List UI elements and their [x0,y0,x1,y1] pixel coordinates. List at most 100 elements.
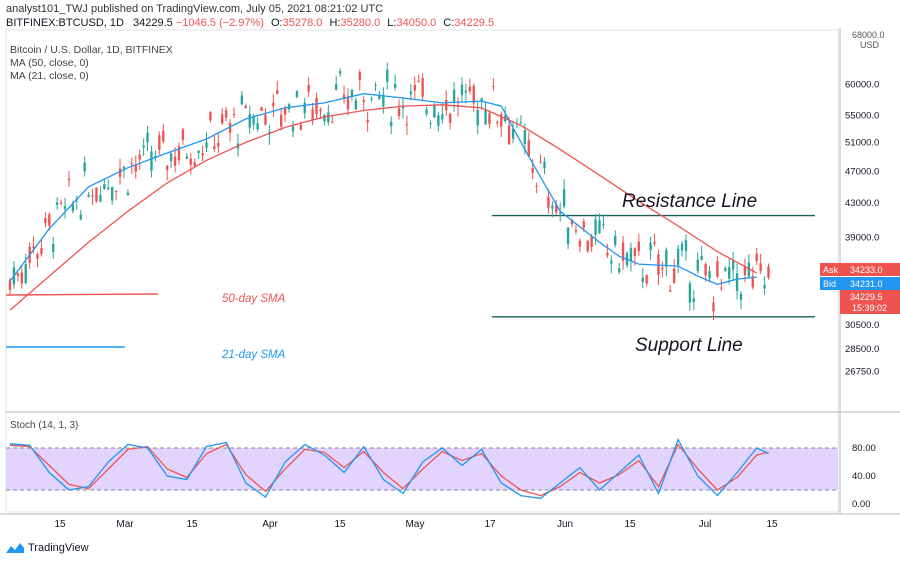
candle-body [107,187,110,190]
candle-body [346,96,350,110]
time-tick-label: Apr [262,519,278,530]
candle-body [397,107,401,117]
candle-body [492,86,495,88]
candle-body [87,194,90,197]
close-value: 34229.5 [454,17,495,29]
candle-body [712,302,715,312]
candle-body [158,135,161,150]
candle-body [452,89,456,103]
candle-body [539,161,542,163]
candle-body [20,272,23,284]
annotations: Resistance Line Support Line 50-day SMA 21-… [221,191,757,361]
candle-body [731,261,735,270]
candle-body [531,168,534,174]
time-tick-label: Jun [557,519,573,530]
candle-body [747,262,751,277]
candle-body [260,107,263,111]
sma21-annotation: 21-day SMA [221,349,286,361]
candle-body [323,114,326,122]
candle-body [279,114,283,127]
candle-body [99,195,102,202]
candle-body [181,129,185,140]
candle-body [507,125,511,145]
candle-body [759,263,762,272]
candle-body [570,219,574,224]
candle-body [335,83,338,90]
candle-body [350,89,354,96]
stoch-tick-label: 0.00 [852,499,871,510]
candle-body [299,124,303,130]
price-tick-label: 51000.0 [845,137,879,148]
candle-body [111,187,114,201]
candle-body [248,114,251,128]
publisher-line: analyst101_TWJ published on TradingView.… [6,3,384,15]
candle-body [582,221,585,228]
candle-body [708,271,711,279]
stoch-tick-label: 80.00 [852,443,876,454]
candle-body [645,274,648,284]
candle-body [221,114,224,124]
candle-body [448,113,452,123]
sma50-legend-line [5,293,159,296]
stoch-panel: Stoch (14, 1, 3) [6,420,838,500]
time-axis[interactable]: 15 Mar 15 Apr 15 May 17 Jun 15 Jul 15 [54,519,778,530]
candle-body [342,94,346,100]
candle-body [142,145,145,148]
candle-body [606,252,609,256]
stoch-k-line [9,438,769,500]
ma50-line [9,104,758,311]
candle-body [354,100,358,110]
candle-body [169,153,173,162]
candle-body [228,122,232,133]
candle-body [126,192,130,196]
candle-body [543,161,546,168]
candle-body [134,165,137,172]
candle-body [519,122,523,124]
footer[interactable]: TradingView [6,542,89,554]
candle-body [617,268,621,273]
open-value: 35278.0 [282,17,323,29]
candle-body [197,150,200,154]
candle-body [189,158,192,165]
candle-body [767,266,770,278]
candle-body [393,83,397,88]
candle-body [95,187,98,202]
last-price: 34229.5 [133,17,173,29]
candle-body [166,165,169,170]
candle-body [224,110,228,118]
candle-body [114,190,118,193]
candle-body [555,204,558,213]
candle-body [614,235,617,245]
candle-body [24,264,27,284]
candle-body [59,202,63,204]
candle-body [362,100,365,103]
candle-body [213,146,216,149]
candle-body [138,154,141,160]
moving-averages [9,93,758,311]
candle-body [390,121,393,126]
candle-body [437,115,440,126]
last-price-value: 34229.5 [850,292,883,302]
time-tick-label: 15 [766,519,778,530]
last-price-tag [840,290,900,314]
candle-body [146,132,149,143]
candle-body [476,109,479,126]
candle-body [244,106,247,109]
low-value: 34050.0 [396,17,437,29]
candle-body [523,130,527,145]
candle-body [8,280,12,290]
candle-body [500,114,503,127]
ask-label: Ask [823,265,839,275]
candle-body [755,253,758,262]
price-change: −1046.5 (−2.97%) [175,17,264,29]
candle-body [637,241,640,252]
candle-body [331,121,334,123]
candle-body [629,247,633,262]
candle-body [409,91,413,95]
candle-body [185,156,189,159]
bid-label: Bid [823,279,836,289]
candle-body [16,273,20,276]
candle-body [103,184,106,189]
